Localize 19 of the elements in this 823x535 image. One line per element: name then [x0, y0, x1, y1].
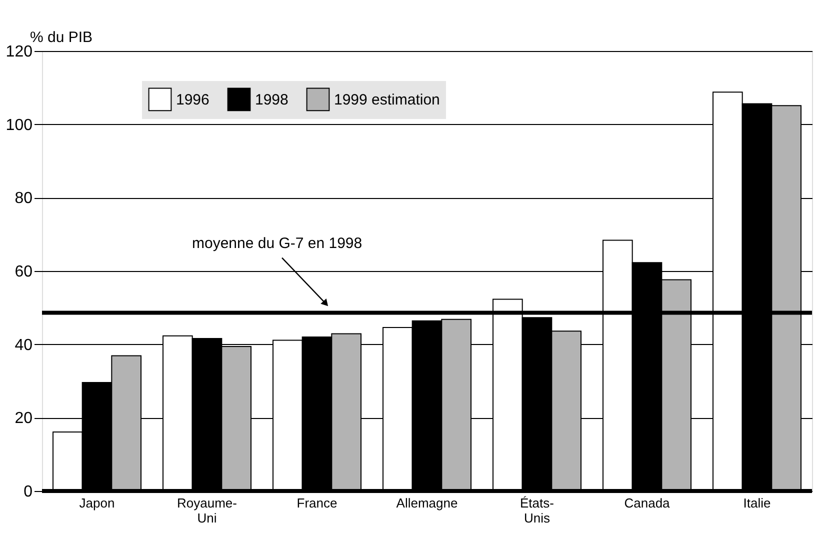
- legend-label: 1996: [176, 91, 210, 108]
- x-tick-label: États- Unis: [520, 496, 554, 526]
- y-tick-label: 100: [6, 116, 33, 134]
- y-tick-label: 80: [14, 190, 33, 208]
- x-tick-label: Canada: [624, 496, 671, 510]
- x-tick-label: France: [296, 496, 338, 510]
- legend-label: 1999 estimation: [334, 91, 440, 108]
- y-tick-label: 120: [6, 44, 33, 60]
- y-tick-label: 0: [24, 484, 33, 500]
- x-tick-label: Royaume- Uni: [177, 496, 237, 526]
- legend-label: 1998: [255, 91, 288, 108]
- y-tick-label: 40: [14, 336, 33, 354]
- y-axis-title: % du PIB: [30, 29, 93, 46]
- x-tick-label: Japon: [79, 496, 115, 510]
- ref-line-label: moyenne du G-7 en 1998: [192, 234, 362, 252]
- x-tick-label: Allemagne: [396, 496, 458, 510]
- x-tick-label: Italie: [743, 496, 771, 510]
- y-tick-label: 20: [14, 410, 33, 428]
- y-tick-label: 60: [14, 264, 33, 280]
